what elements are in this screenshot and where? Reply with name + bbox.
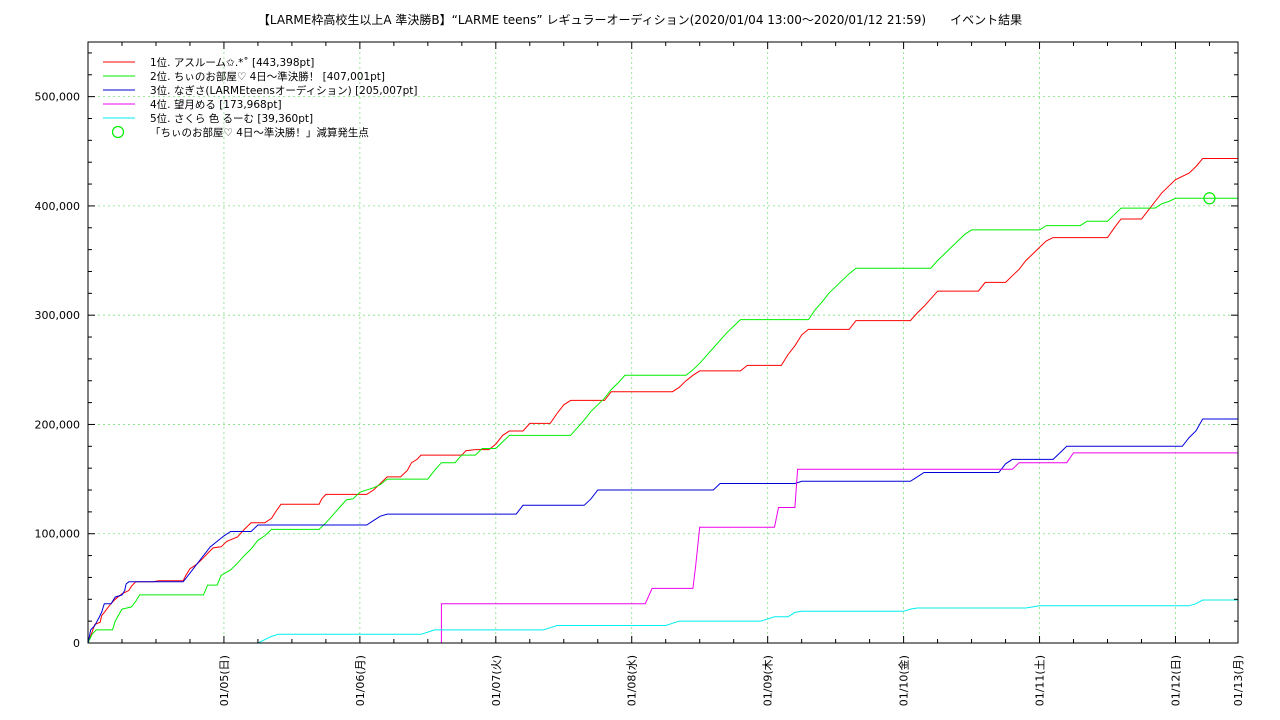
legend-marker-swatch [111,125,125,139]
series-lines [87,158,1238,644]
legend-label-5: 5位. さくら 色 るーむ [39,360pt] [150,112,313,125]
x-tick-label: 01/13(月) [1232,655,1245,706]
marker-point [1203,192,1216,205]
x-tick-label: 01/07(火) [490,655,503,706]
x-tick-label: 01/05(日) [218,655,231,706]
x-tick-label: 01/08(水) [626,655,639,706]
legend-marker-label: 「ちぃのお部屋♡ 4日〜準決勝！」減算発生点 [150,126,369,139]
chart-title: 【LARME枠高校生以上A 準決勝B】“LARME teens” レギュラーオー… [257,13,1023,27]
legend: 1位. アスルーム✩.*˚ [443,398pt]2位. ちぃのお部屋♡ 4日〜… [103,56,417,139]
legend-label-4: 4位. 望月める [173,968pt] [150,98,282,111]
marker-points [1203,192,1216,205]
x-tick-label: 01/09(木) [762,655,775,706]
y-tick-label: 200,000 [35,418,81,431]
x-tick-label: 01/11(土) [1034,655,1047,706]
x-tick-label: 01/10(金) [897,655,911,706]
y-tick-label: 0 [73,637,80,650]
series-line-5 [88,599,1238,644]
x-tick-label: 01/12(日) [1169,655,1182,706]
legend-label-3: 3位. なぎさ(LARMEteensオーディション) [205,007pt] [150,84,417,97]
plot-frame [87,41,1239,644]
y-tick-label: 400,000 [35,200,81,213]
y-tick-label: 300,000 [35,309,81,322]
grid-lines [88,42,1238,643]
series-line-4 [88,452,1238,644]
legend-label-1: 1位. アスルーム✩.*˚ [443,398pt] [150,56,314,69]
series-line-2 [87,197,1238,644]
x-tick-label: 01/06(月) [354,655,367,706]
y-tick-label: 500,000 [35,91,81,104]
legend-label-2: 2位. ちぃのお部屋♡ 4日〜準決勝！ [407,001pt] [150,70,385,83]
y-tick-label: 100,000 [35,528,81,541]
axis-ticks: 0 100,000 200,000 300,000 400,000 500,000 01/0… [35,42,1245,706]
series-line-3 [87,418,1238,644]
series-line-1 [87,158,1238,644]
